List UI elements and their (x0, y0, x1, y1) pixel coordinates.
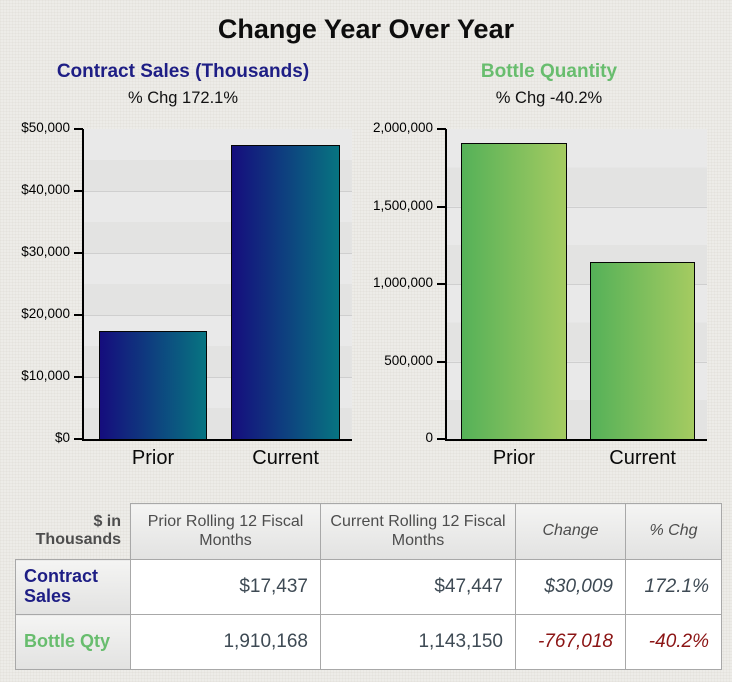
y-axis-tick-label: $0 (54, 430, 70, 445)
table-cell-1: $47,447 (320, 559, 516, 615)
column-header-1: Current Rolling 12 Fiscal Months (320, 503, 516, 560)
column-header-3: % Chg (625, 503, 722, 560)
gridline (447, 206, 707, 208)
chart-title-bottle-quantity: Bottle Quantity (480, 61, 618, 82)
summary-table-wrap: $ in Thousands Prior Rolling 12 Fiscal M… (15, 503, 722, 670)
table-cell-0: 1,910,168 (130, 614, 321, 670)
gridline (84, 191, 352, 192)
y-axis-tick-label: 1,500,000 (372, 197, 433, 213)
chart-plot-area-wrap: $0 $10,000 $20,000 $30,000 $40,000 $50,000 Pr… (0, 120, 366, 477)
column-header-2: Change (515, 503, 626, 560)
plot-area: Prior Current (445, 129, 707, 469)
table-cell-0: $17,437 (130, 559, 321, 615)
y-axis-tick-label: $30,000 (21, 244, 70, 259)
y-axis-tick-mark (437, 128, 446, 130)
chart-subtitle-contract-sales: % Chg 172.1% (127, 89, 239, 107)
charts-row: Contract Sales (Thousands) % Chg 172.1% … (0, 60, 732, 477)
table-cell-1: 1,143,150 (320, 614, 516, 670)
chart-title-contract-sales: Contract Sales (Thousands) (56, 61, 310, 82)
chart-subtitle-bottle-quantity: % Chg -40.2% (495, 89, 603, 107)
chart-bottle-quantity: Bottle Quantity % Chg -40.2% 0 500,000 1,0… (366, 60, 732, 477)
plot-area: Prior Current (82, 129, 352, 469)
summary-table: $ in Thousands Prior Rolling 12 Fiscal M… (15, 503, 722, 670)
gridline (447, 361, 707, 363)
x-category-label-current: Current (252, 447, 319, 469)
gridline (447, 284, 707, 285)
y-axis-tick-label: 1,000,000 (372, 275, 433, 290)
y-axis-tick-mark (74, 128, 83, 130)
column-header-0: Prior Rolling 12 Fiscal Months (130, 503, 321, 560)
y-axis: 0 500,000 1,000,000 1,500,000 2,000,000 (366, 120, 433, 445)
table-header-row: $ in Thousands Prior Rolling 12 Fiscal M… (16, 503, 722, 560)
y-axis-tick-label: $40,000 (21, 182, 70, 197)
gridline (84, 315, 352, 316)
y-axis-tick-label: $20,000 (21, 306, 70, 321)
bar-prior (98, 330, 208, 439)
gridline (84, 377, 352, 378)
bar-current (231, 144, 340, 439)
x-category-label-current: Current (609, 447, 676, 469)
y-axis-tick-label: $10,000 (21, 368, 70, 383)
table-cell-3: -40.2% (625, 614, 722, 670)
table-cell-2: $30,009 (515, 559, 626, 615)
x-category-label-prior: Prior (131, 447, 175, 469)
y-axis-tick-mark (74, 438, 83, 440)
bar-current (590, 261, 696, 439)
y-axis-tick-label: 2,000,000 (372, 120, 433, 135)
y-axis-tick-mark (74, 376, 83, 378)
y-axis-tick-mark (437, 283, 446, 285)
y-axis-tick-mark (74, 190, 83, 192)
y-axis-tick-mark (437, 438, 446, 440)
bar-prior (461, 142, 567, 439)
row-label: Contract Sales (15, 559, 131, 615)
y-axis-tick-mark (437, 360, 446, 363)
table-cell-2: -767,018 (515, 614, 626, 670)
page-title: Change Year Over Year (217, 14, 515, 44)
y-axis: $0 $10,000 $20,000 $30,000 $40,000 $50,000 (0, 120, 70, 445)
gridline (84, 253, 352, 254)
y-axis-tick-mark (437, 205, 446, 208)
table-cell-3: 172.1% (625, 559, 722, 615)
chart-contract-sales: Contract Sales (Thousands) % Chg 172.1% … (0, 60, 366, 477)
y-axis-tick-label: 500,000 (384, 352, 433, 368)
y-axis-tick-label: $50,000 (21, 120, 70, 135)
y-axis-tick-label: 0 (425, 430, 433, 445)
table-corner-header: $ in Thousands (35, 512, 121, 549)
y-axis-tick-mark (74, 314, 83, 316)
x-category-label-prior: Prior (492, 447, 536, 469)
table-row: Contract Sales $17,437 $47,447 $30,009 172.1… (15, 559, 722, 615)
table-body: Contract Sales $17,437 $47,447 $30,009 172.1… (15, 559, 722, 670)
chart-plot-area-wrap: 0 500,000 1,000,000 1,500,000 2,000,000 Prio… (366, 120, 732, 477)
y-axis-tick-mark (74, 252, 83, 254)
table-row: Bottle Qty 1,910,168 1,143,150 -767,018 -40.… (15, 614, 722, 670)
row-label: Bottle Qty (15, 614, 131, 670)
